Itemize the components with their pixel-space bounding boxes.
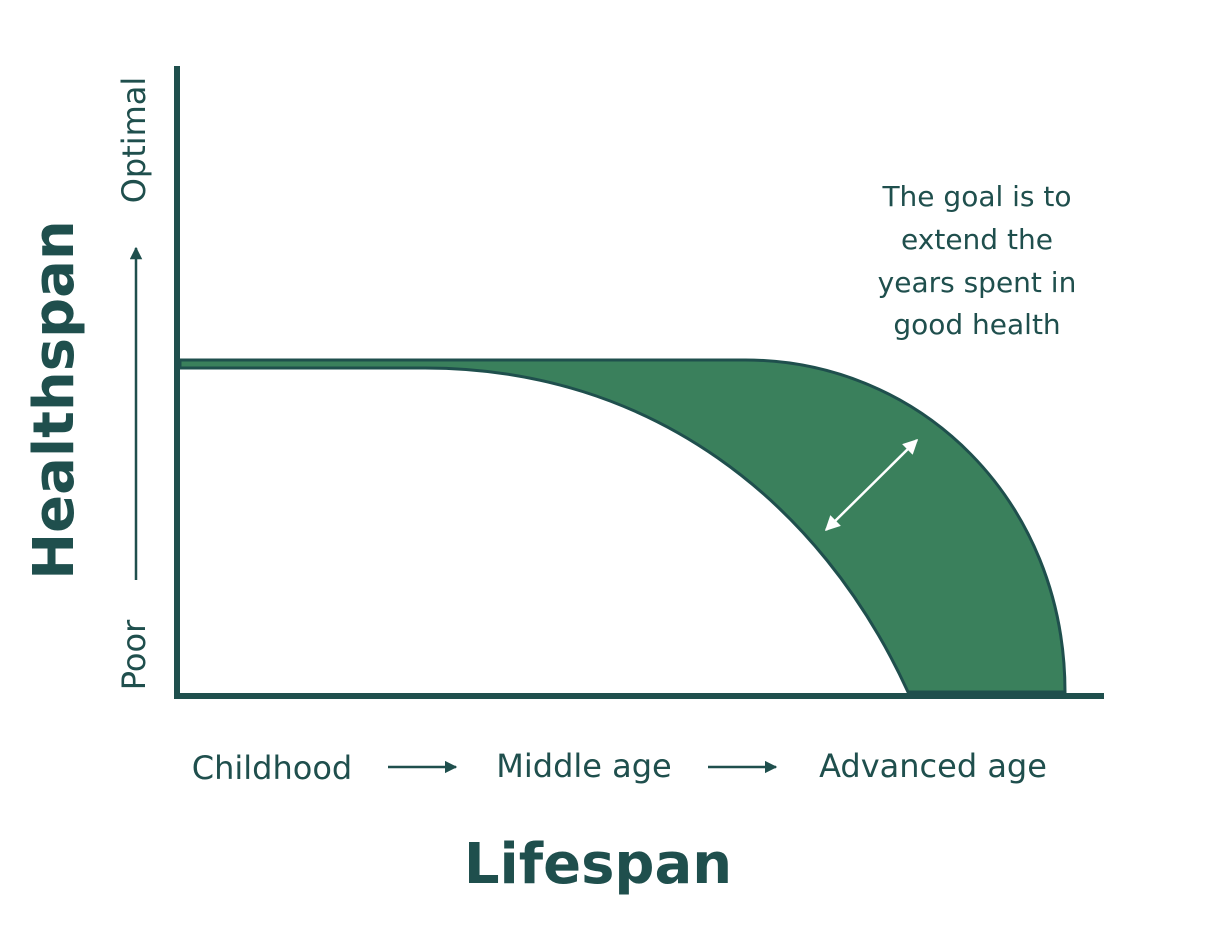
- x-axis-title: Lifespan: [464, 832, 732, 897]
- annotation-line: extend the: [901, 223, 1053, 256]
- stage-label: Childhood: [192, 749, 352, 787]
- healthspan-gap-area: [178, 358, 1067, 694]
- extend-arrow: [824, 438, 919, 532]
- y-top-label: Optimal: [115, 77, 153, 204]
- y-bottom-label: Poor: [115, 619, 153, 690]
- annotation-line: years spent in: [878, 266, 1077, 299]
- annotation-line: good health: [893, 308, 1060, 341]
- annotation-line: The goal is to: [881, 180, 1071, 213]
- y-axis-title: Healthspan: [22, 220, 87, 580]
- stage-label: Advanced age: [819, 747, 1047, 785]
- stage-label: Middle age: [496, 747, 671, 785]
